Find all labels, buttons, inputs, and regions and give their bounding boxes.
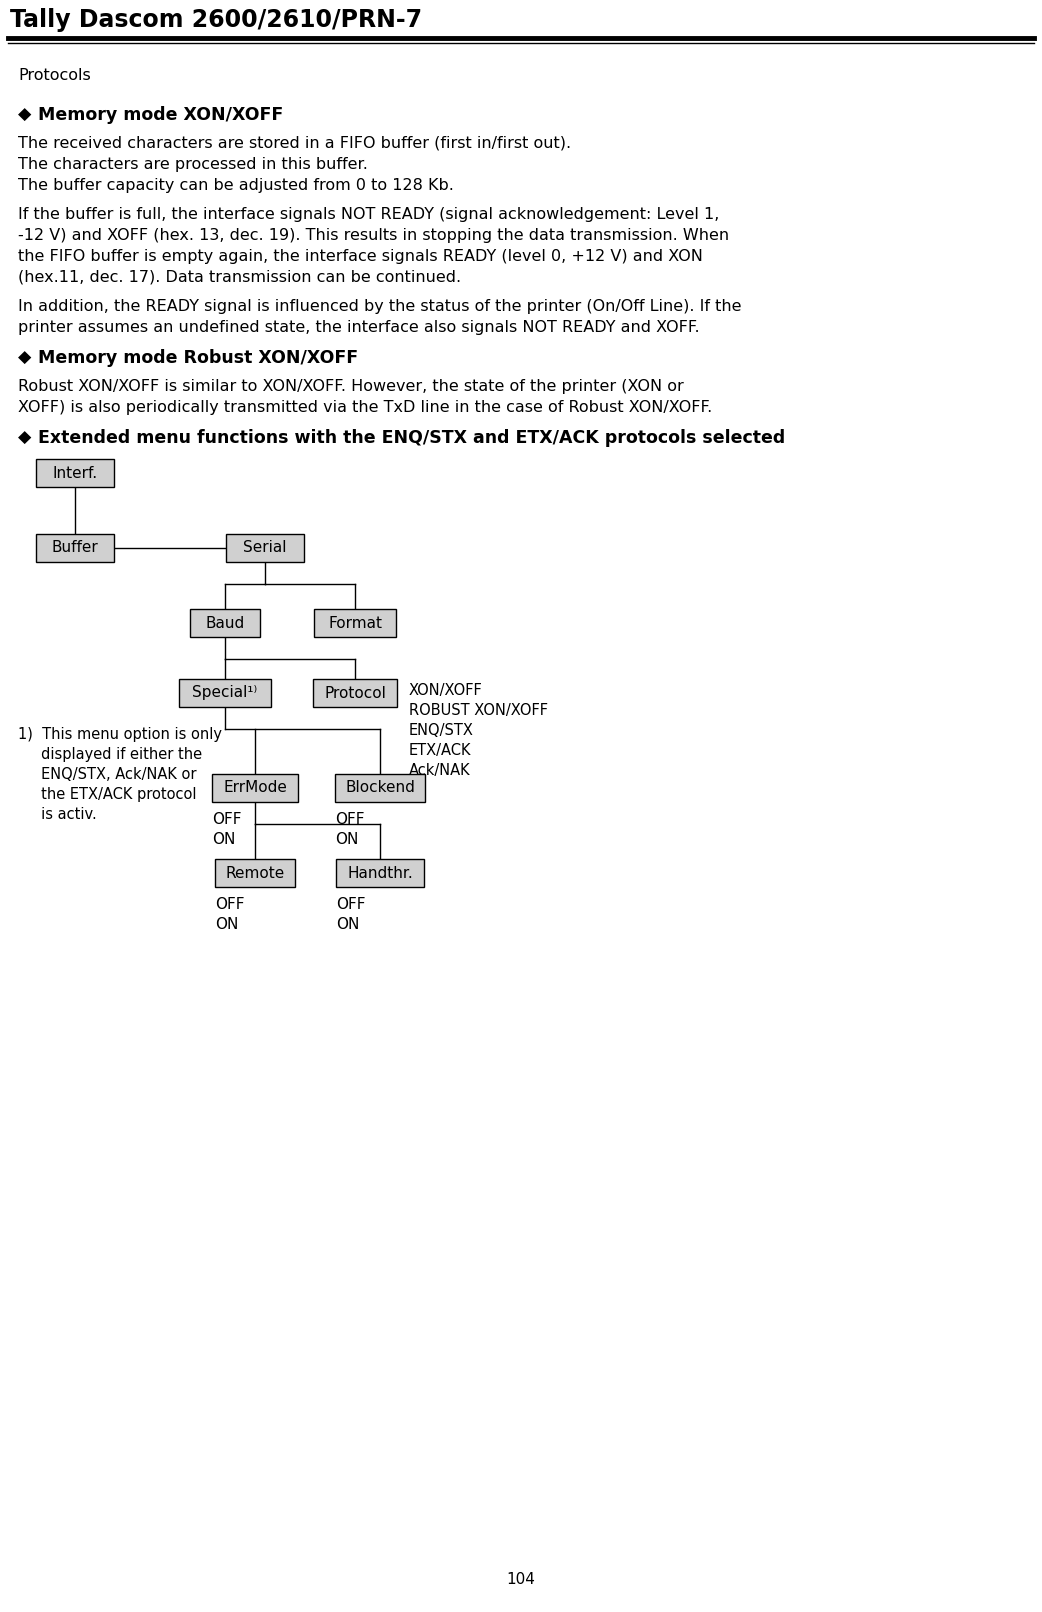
Text: ON: ON <box>336 917 359 932</box>
Text: Interf.: Interf. <box>52 466 98 480</box>
Text: ON: ON <box>334 832 358 846</box>
Text: ErrMode: ErrMode <box>223 780 287 795</box>
Text: Extended menu functions with the ENQ/STX and ETX/ACK protocols selected: Extended menu functions with the ENQ/STX… <box>38 429 786 447</box>
FancyBboxPatch shape <box>36 534 114 563</box>
Text: Blockend: Blockend <box>345 780 415 795</box>
Text: ENQ/STX, Ack/NAK or: ENQ/STX, Ack/NAK or <box>18 767 197 782</box>
Text: XON/XOFF: XON/XOFF <box>410 683 482 698</box>
Text: printer assumes an undefined state, the interface also signals NOT READY and XOF: printer assumes an undefined state, the … <box>18 321 699 335</box>
Text: If the buffer is full, the interface signals NOT READY (signal acknowledgement: : If the buffer is full, the interface sig… <box>18 206 719 222</box>
Text: Tally Dascom 2600/2610/PRN-7: Tally Dascom 2600/2610/PRN-7 <box>10 8 422 32</box>
Text: Format: Format <box>328 616 382 630</box>
Text: Serial: Serial <box>243 540 287 556</box>
Text: is activ.: is activ. <box>18 808 97 822</box>
Text: Buffer: Buffer <box>52 540 98 556</box>
FancyBboxPatch shape <box>36 459 114 487</box>
Text: the FIFO buffer is empty again, the interface signals READY (level 0, +12 V) and: the FIFO buffer is empty again, the inte… <box>18 248 703 264</box>
Text: Remote: Remote <box>225 866 284 880</box>
FancyBboxPatch shape <box>313 679 397 708</box>
Text: Special¹⁾: Special¹⁾ <box>193 685 257 701</box>
Text: displayed if either the: displayed if either the <box>18 746 202 762</box>
FancyBboxPatch shape <box>226 534 304 563</box>
Text: Handthr.: Handthr. <box>347 866 413 880</box>
Text: Protocols: Protocols <box>18 68 91 82</box>
Text: ◆: ◆ <box>18 350 31 368</box>
Text: Baud: Baud <box>205 616 245 630</box>
Text: -12 V) and XOFF (hex. 13, dec. 19). This results in stopping the data transmissi: -12 V) and XOFF (hex. 13, dec. 19). This… <box>18 227 729 243</box>
Text: ETX/ACK: ETX/ACK <box>410 743 471 758</box>
Text: ON: ON <box>215 917 239 932</box>
FancyBboxPatch shape <box>190 609 260 637</box>
Text: Ack/NAK: Ack/NAK <box>410 762 471 779</box>
Text: ◆: ◆ <box>18 429 31 447</box>
Text: OFF: OFF <box>212 812 242 827</box>
Text: OFF: OFF <box>336 896 366 912</box>
Text: OFF: OFF <box>215 896 245 912</box>
FancyBboxPatch shape <box>179 679 271 708</box>
FancyBboxPatch shape <box>314 609 396 637</box>
FancyBboxPatch shape <box>334 774 425 803</box>
FancyBboxPatch shape <box>215 859 295 887</box>
Text: Protocol: Protocol <box>324 685 386 701</box>
Text: 104: 104 <box>506 1572 536 1586</box>
Text: ◆: ◆ <box>18 106 31 124</box>
Text: Memory mode XON/XOFF: Memory mode XON/XOFF <box>38 106 283 124</box>
FancyBboxPatch shape <box>212 774 298 803</box>
Text: ON: ON <box>212 832 235 846</box>
Text: Memory mode Robust XON/XOFF: Memory mode Robust XON/XOFF <box>38 350 358 368</box>
Text: The received characters are stored in a FIFO buffer (first in/first out).: The received characters are stored in a … <box>18 135 571 152</box>
Text: ENQ/STX: ENQ/STX <box>410 724 474 738</box>
Text: ROBUST XON/XOFF: ROBUST XON/XOFF <box>410 703 548 717</box>
Text: Robust XON/XOFF is similar to XON/XOFF. However, the state of the printer (XON o: Robust XON/XOFF is similar to XON/XOFF. … <box>18 379 684 393</box>
Text: 1)  This menu option is only: 1) This menu option is only <box>18 727 222 742</box>
FancyBboxPatch shape <box>336 859 424 887</box>
Text: the ETX/ACK protocol: the ETX/ACK protocol <box>18 787 197 803</box>
Text: The characters are processed in this buffer.: The characters are processed in this buf… <box>18 156 368 172</box>
Text: OFF: OFF <box>334 812 365 827</box>
Text: In addition, the READY signal is influenced by the status of the printer (On/Off: In addition, the READY signal is influen… <box>18 298 742 314</box>
Text: (hex.11, dec. 17). Data transmission can be continued.: (hex.11, dec. 17). Data transmission can… <box>18 269 462 285</box>
Text: The buffer capacity can be adjusted from 0 to 128 Kb.: The buffer capacity can be adjusted from… <box>18 177 454 193</box>
Text: XOFF) is also periodically transmitted via the TxD line in the case of Robust XO: XOFF) is also periodically transmitted v… <box>18 400 713 414</box>
